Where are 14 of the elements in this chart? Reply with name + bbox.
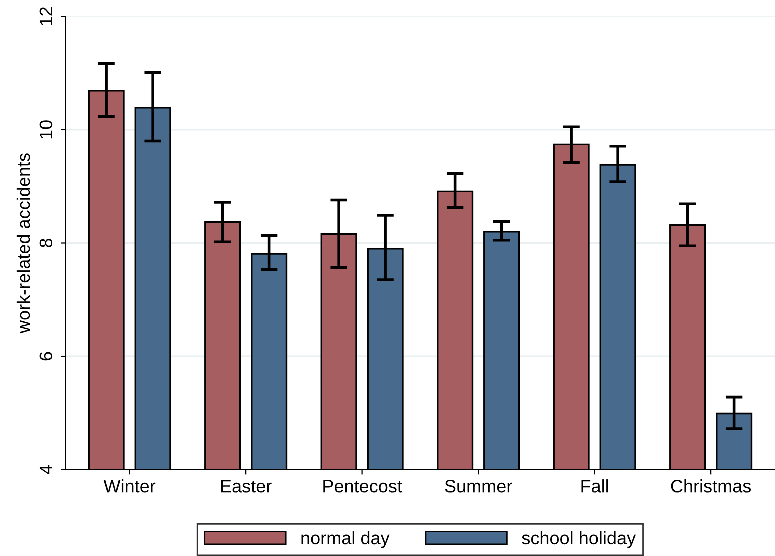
- y-axis-title: work-related accidents: [16, 154, 30, 334]
- legend-label: school holiday: [522, 531, 636, 548]
- x-tick-label: Fall: [582, 480, 608, 493]
- x-tick-label: Pentecost: [324, 480, 402, 493]
- x-tick-label: Christmas: [671, 480, 752, 493]
- x-tick-label: Summer: [445, 480, 512, 493]
- x-tick-label: Easter: [221, 480, 272, 493]
- y-tick-label: 10: [40, 120, 53, 139]
- y-tick-label: 12: [40, 8, 52, 26]
- x-tick-label: Winter: [104, 480, 156, 493]
- legend-label: normal day: [302, 531, 390, 548]
- y-tick-label: 4: [40, 465, 52, 474]
- y-tick-label: 8: [40, 239, 53, 248]
- y-tick-label: 6: [40, 352, 53, 361]
